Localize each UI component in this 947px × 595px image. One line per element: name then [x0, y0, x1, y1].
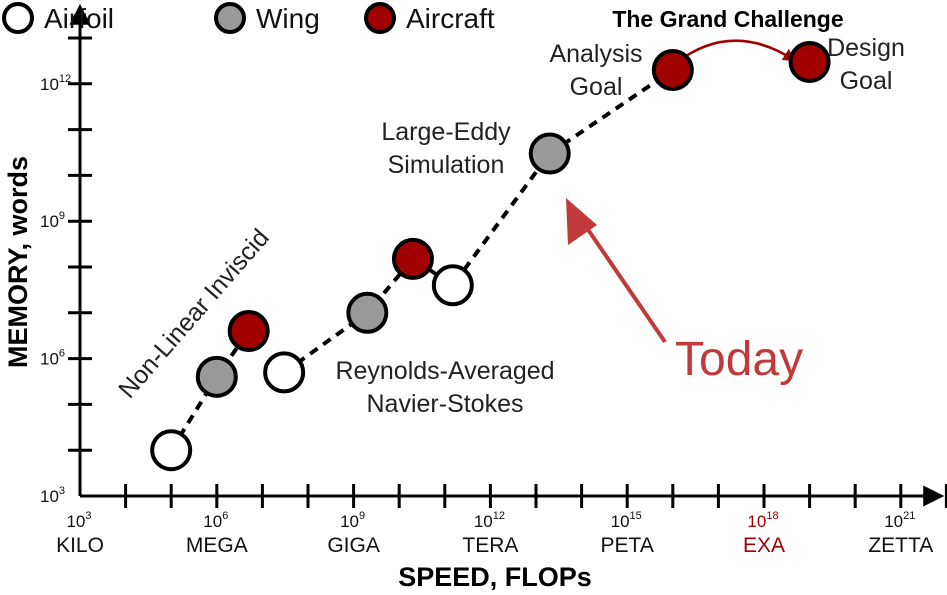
today-arrow-head — [566, 198, 597, 245]
airfoil-point — [150, 429, 193, 472]
legend-label-airfoil: Airfoil — [44, 3, 114, 34]
y-axis-title: MEMORY, words — [3, 156, 33, 368]
x-tick-name: EXA — [743, 534, 785, 557]
airfoil-point — [263, 351, 306, 394]
legend-marker-aircraft — [364, 2, 396, 34]
airfoil-point — [431, 264, 474, 307]
aircraft-point — [651, 49, 694, 92]
today-callout: Today — [566, 198, 803, 386]
grand-challenge: The Grand Challenge — [612, 6, 844, 65]
axis-ticks: 103 KILO 106 MEGA 109 GIGA 1012 TERA 1015 PETA 101… — [40, 36, 947, 557]
x-tick-label: 1021 — [884, 510, 915, 531]
les-label-line1: Large-Eddy — [381, 118, 511, 146]
aircraft-point — [788, 40, 831, 83]
y-tick-label: 1012 — [40, 73, 71, 94]
grand-challenge-title: The Grand Challenge — [612, 6, 843, 32]
x-tick-name: PETA — [601, 534, 654, 557]
legend: Airfoil Wing Aircraft — [2, 2, 495, 34]
design-goal-line2: Goal — [840, 67, 893, 95]
design-goal-line1: Design — [827, 34, 905, 62]
series-connector — [283, 68, 674, 375]
x-tick-name: TERA — [462, 534, 518, 557]
x-tick-name: MEGA — [186, 534, 248, 557]
axes — [69, 3, 945, 507]
y-tick-label: 103 — [40, 485, 65, 506]
legend-marker-wing — [214, 2, 246, 34]
x-tick-label: 106 — [203, 510, 228, 531]
rans-label-line1: Reynolds-Averaged — [335, 357, 554, 385]
aircraft-point — [227, 310, 270, 353]
legend-label-wing: Wing — [256, 3, 320, 34]
y-tick-label: 109 — [40, 210, 65, 231]
x-tick-label: 103 — [66, 510, 91, 531]
wing-point — [346, 291, 389, 334]
analysis-goal-line1: Analysis — [549, 40, 642, 68]
legend-label-aircraft: Aircraft — [406, 3, 495, 34]
x-axis-title: SPEED, FLOPs — [398, 562, 592, 590]
les-label-line2: Simulation — [388, 151, 505, 179]
wing-point — [195, 355, 238, 398]
wing-point — [528, 132, 571, 175]
today-label: Today — [675, 333, 803, 386]
data-points — [150, 40, 831, 472]
y-tick-label: 106 — [40, 348, 65, 369]
today-arrow-shaft — [576, 213, 667, 344]
x-tick-name: KILO — [56, 534, 104, 557]
x-tick-label: 1012 — [474, 510, 505, 531]
x-tick-label: 1015 — [611, 510, 642, 531]
x-tick-label: 1018 — [747, 510, 778, 531]
analysis-goal-line2: Goal — [570, 73, 623, 101]
rans-label-line2: Navier-Stokes — [367, 390, 524, 418]
x-tick-name: ZETTA — [868, 534, 933, 557]
grand-challenge-arrow — [673, 39, 797, 65]
x-tick-label: 109 — [340, 510, 365, 531]
aircraft-point — [391, 237, 434, 280]
x-tick-name: GIGA — [327, 534, 380, 557]
legend-marker-airfoil — [2, 2, 34, 34]
